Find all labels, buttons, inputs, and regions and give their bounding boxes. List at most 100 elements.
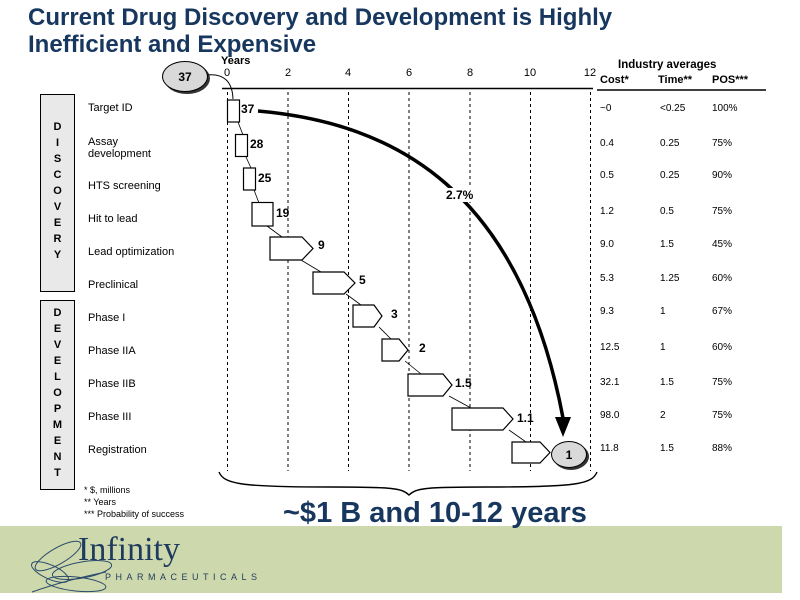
time-value: 1.25 bbox=[660, 273, 680, 284]
stage-label-phase1: Phase I bbox=[88, 312, 126, 324]
cost-value: 32.1 bbox=[600, 377, 620, 388]
time-value: 1 bbox=[660, 342, 666, 353]
year-gridlines bbox=[227, 92, 591, 471]
attrition-arrowhead bbox=[555, 417, 571, 437]
pos-value: 100% bbox=[712, 103, 738, 114]
logo-subtitle: PHARMACEUTICALS bbox=[105, 572, 262, 582]
stage-label-lead-opt: Lead optimization bbox=[88, 246, 175, 258]
time-value: 0.5 bbox=[660, 206, 674, 217]
axis-tick: 0 bbox=[223, 67, 231, 79]
cascade-box-target-id bbox=[226, 99, 241, 123]
cost-value: 9.3 bbox=[600, 306, 614, 317]
time-value: 0.25 bbox=[660, 138, 680, 149]
footnotes: * $, millions ** Years *** Probability o… bbox=[84, 484, 184, 520]
cascade-connectors bbox=[237, 121, 527, 443]
cost-value: 5.3 bbox=[600, 273, 614, 284]
cascade-box-hts bbox=[242, 167, 257, 191]
cost-value: 0.4 bbox=[600, 138, 614, 149]
pos-value: 67% bbox=[712, 306, 733, 317]
end-count-oval: 1 bbox=[551, 441, 587, 468]
axis-tick: 8 bbox=[466, 67, 474, 79]
count-lead-opt: 9 bbox=[318, 238, 325, 252]
count-phase2a: 2 bbox=[419, 341, 426, 355]
pos-value: 75% bbox=[712, 138, 733, 149]
attrition-arc bbox=[257, 109, 565, 419]
count-hts: 25 bbox=[258, 171, 272, 185]
axis-tick: 12 bbox=[583, 67, 597, 79]
pos-value: 75% bbox=[712, 377, 733, 388]
cascade-boxes bbox=[226, 99, 551, 464]
cost-value: 9.0 bbox=[600, 239, 614, 250]
axis-tick: 10 bbox=[523, 67, 537, 79]
summary-brace bbox=[218, 471, 598, 496]
cascade-box-assay bbox=[234, 133, 249, 158]
col-header-pos: POS*** bbox=[712, 74, 749, 86]
footnote-cost: * $, millions bbox=[84, 485, 131, 495]
stage-label-target-id: Target ID bbox=[88, 102, 133, 114]
cascade-box-lead-opt bbox=[269, 236, 314, 261]
axis-tick: 2 bbox=[284, 67, 292, 79]
dragonfly-icon bbox=[31, 540, 113, 593]
stage-label-assay: Assay development bbox=[88, 136, 151, 160]
pos-value: 75% bbox=[712, 206, 733, 217]
cost-value: 0.5 bbox=[600, 170, 614, 181]
slide-title: Current Drug Discovery and Development i… bbox=[28, 4, 613, 58]
stage-label-registration: Registration bbox=[88, 444, 147, 456]
cascade-box-phase3 bbox=[451, 407, 514, 431]
pos-value: 45% bbox=[712, 239, 733, 250]
count-target-id: 37 bbox=[241, 102, 255, 116]
footer-band bbox=[0, 526, 782, 593]
pos-value: 60% bbox=[712, 273, 733, 284]
oval-connector bbox=[205, 74, 234, 100]
cost-value: 1.2 bbox=[600, 206, 614, 217]
stage-label-preclinical: Preclinical bbox=[88, 279, 139, 291]
cost-value: 11.8 bbox=[600, 443, 619, 454]
discovery-label: DISCOVERY bbox=[51, 121, 64, 265]
cost-value: ~0 bbox=[600, 103, 612, 114]
pos-value: 60% bbox=[712, 342, 733, 353]
count-phase1: 3 bbox=[391, 307, 398, 321]
cascade-box-preclinical bbox=[312, 271, 356, 295]
axis-tick: 4 bbox=[344, 67, 352, 79]
attrition-rate-label: 2.7% bbox=[443, 188, 477, 202]
cascade-box-phase2b bbox=[407, 373, 453, 397]
pos-value: 75% bbox=[712, 410, 733, 421]
cost-value: 12.5 bbox=[600, 342, 620, 353]
count-preclinical: 5 bbox=[359, 273, 366, 287]
stage-label-hts: HTS screening bbox=[88, 180, 161, 192]
time-value: 1 bbox=[660, 306, 666, 317]
stage-label-hit-to-lead: Hit to lead bbox=[88, 213, 138, 225]
stage-label-phase2a: Phase IIA bbox=[88, 345, 136, 357]
cascade-box-registration bbox=[511, 441, 551, 464]
cost-value: 98.0 bbox=[600, 410, 620, 421]
end-count-value: 1 bbox=[565, 447, 573, 462]
count-phase3: 1.1 bbox=[517, 411, 534, 425]
discovery-phase-box: DISCOVERY bbox=[40, 94, 75, 292]
footnote-time: ** Years bbox=[84, 497, 117, 508]
axis-title: Years bbox=[221, 55, 251, 67]
stage-label-phase2b: Phase IIB bbox=[88, 378, 136, 390]
cascade-box-phase2a bbox=[381, 338, 409, 362]
stage-label-phase3: Phase III bbox=[88, 411, 132, 423]
count-hit-to-lead: 19 bbox=[276, 206, 290, 220]
time-value: 0.25 bbox=[660, 170, 680, 181]
cascade-box-phase1 bbox=[352, 304, 383, 328]
start-count-value: 37 bbox=[178, 69, 192, 84]
col-header-time: Time** bbox=[658, 74, 693, 86]
time-value: <0.25 bbox=[660, 103, 686, 114]
time-value: 1.5 bbox=[660, 239, 674, 250]
count-phase2b: 1.5 bbox=[455, 376, 472, 390]
industry-averages-title: Industry averages bbox=[618, 59, 717, 71]
development-label: DEVELOPMENT bbox=[51, 307, 64, 483]
pos-value: 90% bbox=[712, 170, 733, 181]
time-value: 1.5 bbox=[660, 377, 674, 388]
time-value: 1.5 bbox=[660, 443, 674, 454]
logo-wordmark: Infinity bbox=[78, 531, 180, 568]
count-assay: 28 bbox=[250, 137, 264, 151]
summary-text: ~$1 B and 10-12 years bbox=[283, 497, 587, 529]
development-phase-box: DEVELOPMENT bbox=[40, 300, 75, 490]
start-count-oval: 37 bbox=[162, 61, 208, 92]
col-header-cost: Cost* bbox=[600, 74, 629, 86]
